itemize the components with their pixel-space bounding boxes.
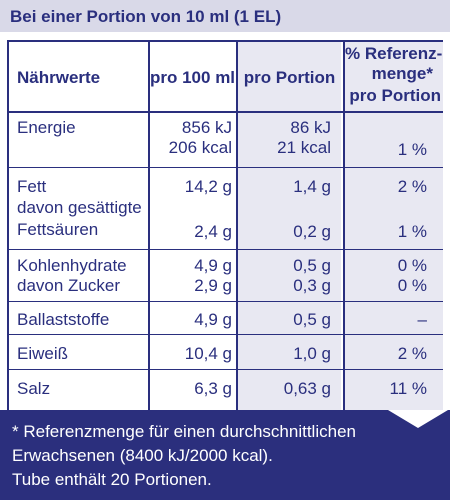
portion-header: Bei einer Portion von 10 ml (1 EL) bbox=[0, 0, 450, 32]
salz-ref: 11 % bbox=[389, 379, 428, 398]
fett-portion: 1,4 g bbox=[293, 177, 331, 196]
header-nutrient: Nährwerte bbox=[17, 68, 101, 87]
row-label-salz: Salz bbox=[17, 379, 51, 398]
column-divider-1 bbox=[148, 40, 150, 410]
row-label-eiweiss: Eiweiß bbox=[17, 344, 69, 363]
row-label-ballaststoffe: Ballaststoffe bbox=[17, 310, 110, 329]
footnote-line-1: * Referenzmenge für einen durchschnittli… bbox=[12, 422, 356, 441]
energie-per100-kj: 856 kJ bbox=[181, 118, 232, 137]
row-divider-kh bbox=[7, 301, 443, 302]
salz-per100: 6,3 g bbox=[194, 379, 232, 398]
footer-notch bbox=[388, 410, 448, 428]
row-label-gesaettigte: davon gesättigte bbox=[17, 198, 142, 217]
eiweiss-ref: 2 % bbox=[397, 344, 427, 363]
kh-ref: 0 % bbox=[397, 256, 427, 275]
energie-portion-kcal: 21 kcal bbox=[277, 138, 331, 157]
row-divider-energie bbox=[7, 167, 443, 168]
fett-per100: 14,2 g bbox=[184, 177, 232, 196]
column-divider-2 bbox=[236, 40, 238, 410]
footnote-line-2: Erwachsenen (8400 kJ/2000 kcal). bbox=[12, 446, 273, 465]
per-portion-column-shade bbox=[236, 40, 341, 410]
fett-ref: 2 % bbox=[397, 177, 427, 196]
table-border-top bbox=[7, 40, 443, 42]
header-per-portion: pro Portion bbox=[243, 68, 336, 87]
row-divider-ballast bbox=[7, 334, 443, 335]
eiweiss-portion: 1,0 g bbox=[293, 344, 331, 363]
zucker-portion: 0,3 g bbox=[293, 276, 331, 295]
portion-title: Bei einer Portion von 10 ml (1 EL) bbox=[10, 7, 282, 26]
table-border-left bbox=[7, 40, 9, 410]
header-ref-line1: % Referenz- bbox=[345, 44, 443, 63]
zucker-ref: 0 % bbox=[397, 276, 427, 295]
footnote-band: * Referenzmenge für einen durchschnittli… bbox=[0, 410, 450, 500]
row-label-kohlenhydrate: Kohlenhydrate bbox=[17, 256, 127, 275]
kh-per100: 4,9 g bbox=[194, 256, 232, 275]
salz-portion: 0,63 g bbox=[283, 379, 331, 398]
reference-column-shade bbox=[343, 40, 443, 410]
fettsaeuren-per100: 2,4 g bbox=[194, 222, 232, 241]
row-divider-fett bbox=[7, 249, 443, 250]
row-label-zucker: davon Zucker bbox=[17, 276, 120, 295]
header-divider bbox=[7, 111, 443, 113]
energie-ref: 1 % bbox=[397, 140, 427, 159]
header-ref-line3: pro Portion bbox=[349, 86, 441, 105]
energie-portion-kj: 86 kJ bbox=[290, 118, 331, 137]
ballast-per100: 4,9 g bbox=[194, 310, 232, 329]
zucker-per100: 2,9 g bbox=[194, 276, 232, 295]
ballast-ref: – bbox=[417, 310, 427, 329]
ballast-portion: 0,5 g bbox=[293, 310, 331, 329]
kh-portion: 0,5 g bbox=[293, 256, 331, 275]
fettsaeuren-portion: 0,2 g bbox=[293, 222, 331, 241]
row-label-fett: Fett bbox=[17, 177, 47, 196]
header-per-100ml: pro 100 ml bbox=[150, 68, 236, 87]
row-divider-eiweiss bbox=[7, 369, 443, 370]
header-ref-line2: menge* bbox=[371, 64, 433, 83]
column-divider-3 bbox=[343, 40, 345, 410]
nutrition-table: Nährwerte pro 100 ml pro Portion % Refer… bbox=[7, 40, 443, 410]
footnote-line-3: Tube enthält 20 Portionen. bbox=[12, 470, 212, 489]
row-label-energie: Energie bbox=[17, 118, 76, 137]
energie-per100-kcal: 206 kcal bbox=[168, 138, 232, 157]
fettsaeuren-ref: 1 % bbox=[397, 222, 427, 241]
eiweiss-per100: 10,4 g bbox=[184, 344, 232, 363]
row-label-fettsaeuren: Fettsäuren bbox=[17, 220, 99, 239]
